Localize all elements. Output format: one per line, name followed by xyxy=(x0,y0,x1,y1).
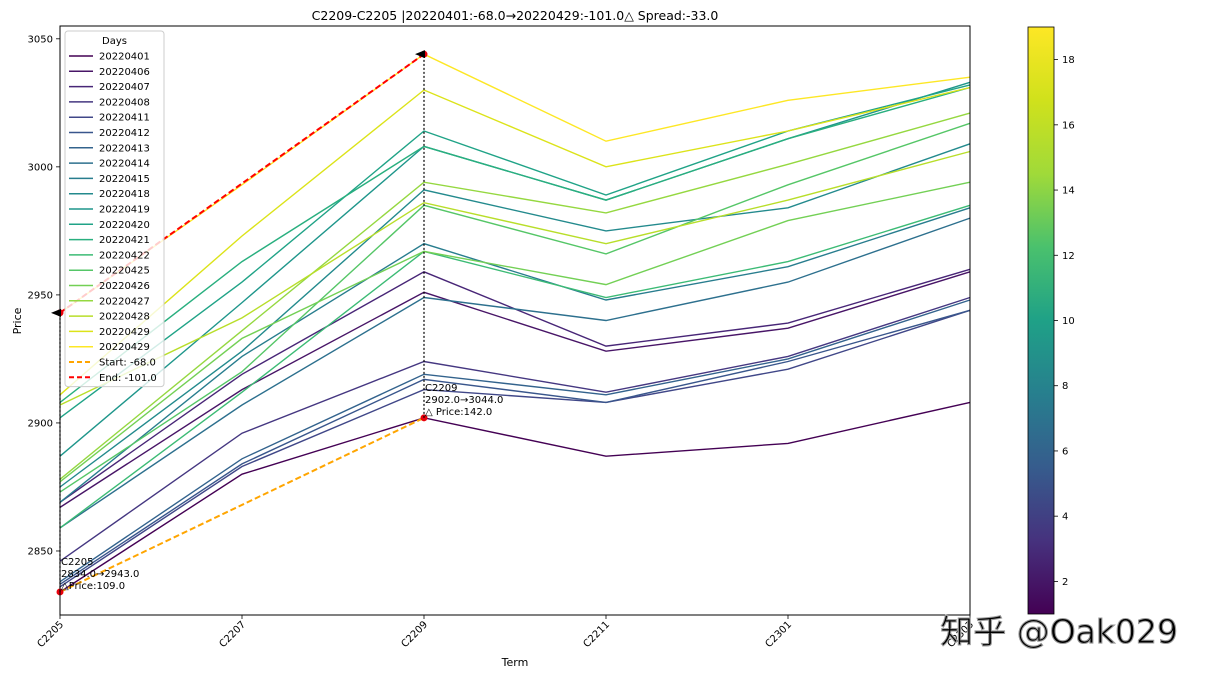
x-tick-label-C2205: C2205 xyxy=(35,619,66,650)
legend-label-9: 20220418 xyxy=(99,189,150,200)
colorbar-tick-label-12: 12 xyxy=(1062,251,1075,262)
legend-label-1: 20220406 xyxy=(99,67,150,78)
x-axis: C2205 C2207 C2209 C2211 C2301 C2303 xyxy=(35,615,976,650)
series-line-20220421-12 xyxy=(59,86,971,403)
colorbar-gradient xyxy=(1027,26,1055,615)
legend-label-3: 20220408 xyxy=(99,97,150,108)
series-line-20220411-4 xyxy=(59,309,971,588)
series-line-20220429-18 xyxy=(59,86,971,396)
annotation-C2209-line-2: △ Price:142.0 xyxy=(425,407,492,418)
annotation-C2205-line-2: △Price:109.0 xyxy=(61,581,125,592)
series-layer xyxy=(59,53,971,593)
x-axis-label: Term xyxy=(501,656,529,669)
series-line-20220427-16 xyxy=(59,112,971,480)
series-line-20220415-8 xyxy=(59,207,971,503)
legend-label-14: 20220425 xyxy=(99,266,150,277)
series-line-20220406-1 xyxy=(59,271,971,508)
legend-box xyxy=(64,30,165,388)
colorbar-tick-label-2: 2 xyxy=(1062,577,1068,588)
series-line-20220408-3 xyxy=(59,296,971,562)
legend-label-20: Start: -68.0 xyxy=(99,358,156,369)
legend-label-8: 20220415 xyxy=(99,174,150,185)
legend-label-2: 20220407 xyxy=(99,82,150,93)
series-line-20220426-15 xyxy=(59,181,971,483)
series-line-20220418-9 xyxy=(59,143,971,488)
series-line-20220412-5 xyxy=(59,309,971,585)
chart-title: C2209-C2205 |20220401:-68.0→20220429:-10… xyxy=(312,8,719,23)
colorbar-tick-label-14: 14 xyxy=(1062,186,1075,197)
x-tick-label-C2209: C2209 xyxy=(399,619,430,650)
series-line-20220428-17 xyxy=(59,150,971,406)
x-tick-label-C2211: C2211 xyxy=(581,619,612,650)
legend-label-19: 20220429 xyxy=(99,342,150,353)
watermark: 知乎 @Oak029 xyxy=(940,612,1178,651)
legend-label-10: 20220419 xyxy=(99,205,150,216)
legend-label-5: 20220412 xyxy=(99,128,150,139)
colorbar-tick-label-4: 4 xyxy=(1062,512,1068,523)
series-line-20220413-6 xyxy=(59,299,971,583)
legend-label-6: 20220413 xyxy=(99,143,150,154)
series-line-20220425-14 xyxy=(59,122,971,493)
y-tick-label-2950: 2950 xyxy=(28,290,53,301)
annotation-C2209-line-0: C2209 xyxy=(425,383,457,394)
series-line-20220401-0 xyxy=(59,401,971,593)
y-tick-label-3000: 3000 xyxy=(28,162,53,173)
y-tick-label-2850: 2850 xyxy=(28,546,53,557)
plot-frame xyxy=(59,25,971,616)
colorbar-ticks: 2 4 6 8 10 12 14 16 18 xyxy=(1054,55,1075,588)
colorbar-tick-label-18: 18 xyxy=(1062,55,1075,66)
legend-label-13: 20220422 xyxy=(99,250,150,261)
annotation-C2209-line-1: 2902.0→3044.0 xyxy=(425,395,503,406)
y-axis-label: Price xyxy=(11,307,24,334)
x-tick-label-C2207: C2207 xyxy=(217,619,248,650)
colorbar-tick-label-16: 16 xyxy=(1062,120,1075,131)
annotation-C2205-line-1: 2834.0→2943.0 xyxy=(61,569,139,580)
legend-title: Days xyxy=(102,36,127,47)
legend-label-7: 20220414 xyxy=(99,159,150,170)
annotation-C2205-line-0: C2205 xyxy=(61,557,93,568)
y-tick-label-2900: 2900 xyxy=(28,418,53,429)
legend-label-4: 20220411 xyxy=(99,113,150,124)
legend-label-17: 20220428 xyxy=(99,312,150,323)
series-line-20220414-7 xyxy=(59,217,971,529)
legend: Days 20220401 20220406 20220407 20220408 2022… xyxy=(64,30,165,388)
x-tick-label-C2301: C2301 xyxy=(763,619,794,650)
legend-label-15: 20220426 xyxy=(99,281,150,292)
legend-label-12: 20220421 xyxy=(99,235,150,246)
colorbar-tick-label-8: 8 xyxy=(1062,381,1068,392)
legend-label-11: 20220420 xyxy=(99,220,150,231)
colorbar-tick-label-10: 10 xyxy=(1062,316,1075,327)
colorbar: 2 4 6 8 10 12 14 16 18 xyxy=(1027,26,1075,615)
series-line-20220419-10 xyxy=(59,81,971,457)
y-tick-label-3050: 3050 xyxy=(28,34,53,45)
y-axis: 2850 2900 2950 3000 3050 xyxy=(28,34,60,557)
legend-label-21: End: -101.0 xyxy=(99,373,157,384)
legend-label-18: 20220429 xyxy=(99,327,150,338)
colorbar-tick-label-6: 6 xyxy=(1062,446,1068,457)
legend-label-0: 20220401 xyxy=(99,52,150,63)
legend-label-16: 20220427 xyxy=(99,296,150,307)
series-line-20220422-13 xyxy=(59,204,971,529)
start-line xyxy=(59,416,425,593)
